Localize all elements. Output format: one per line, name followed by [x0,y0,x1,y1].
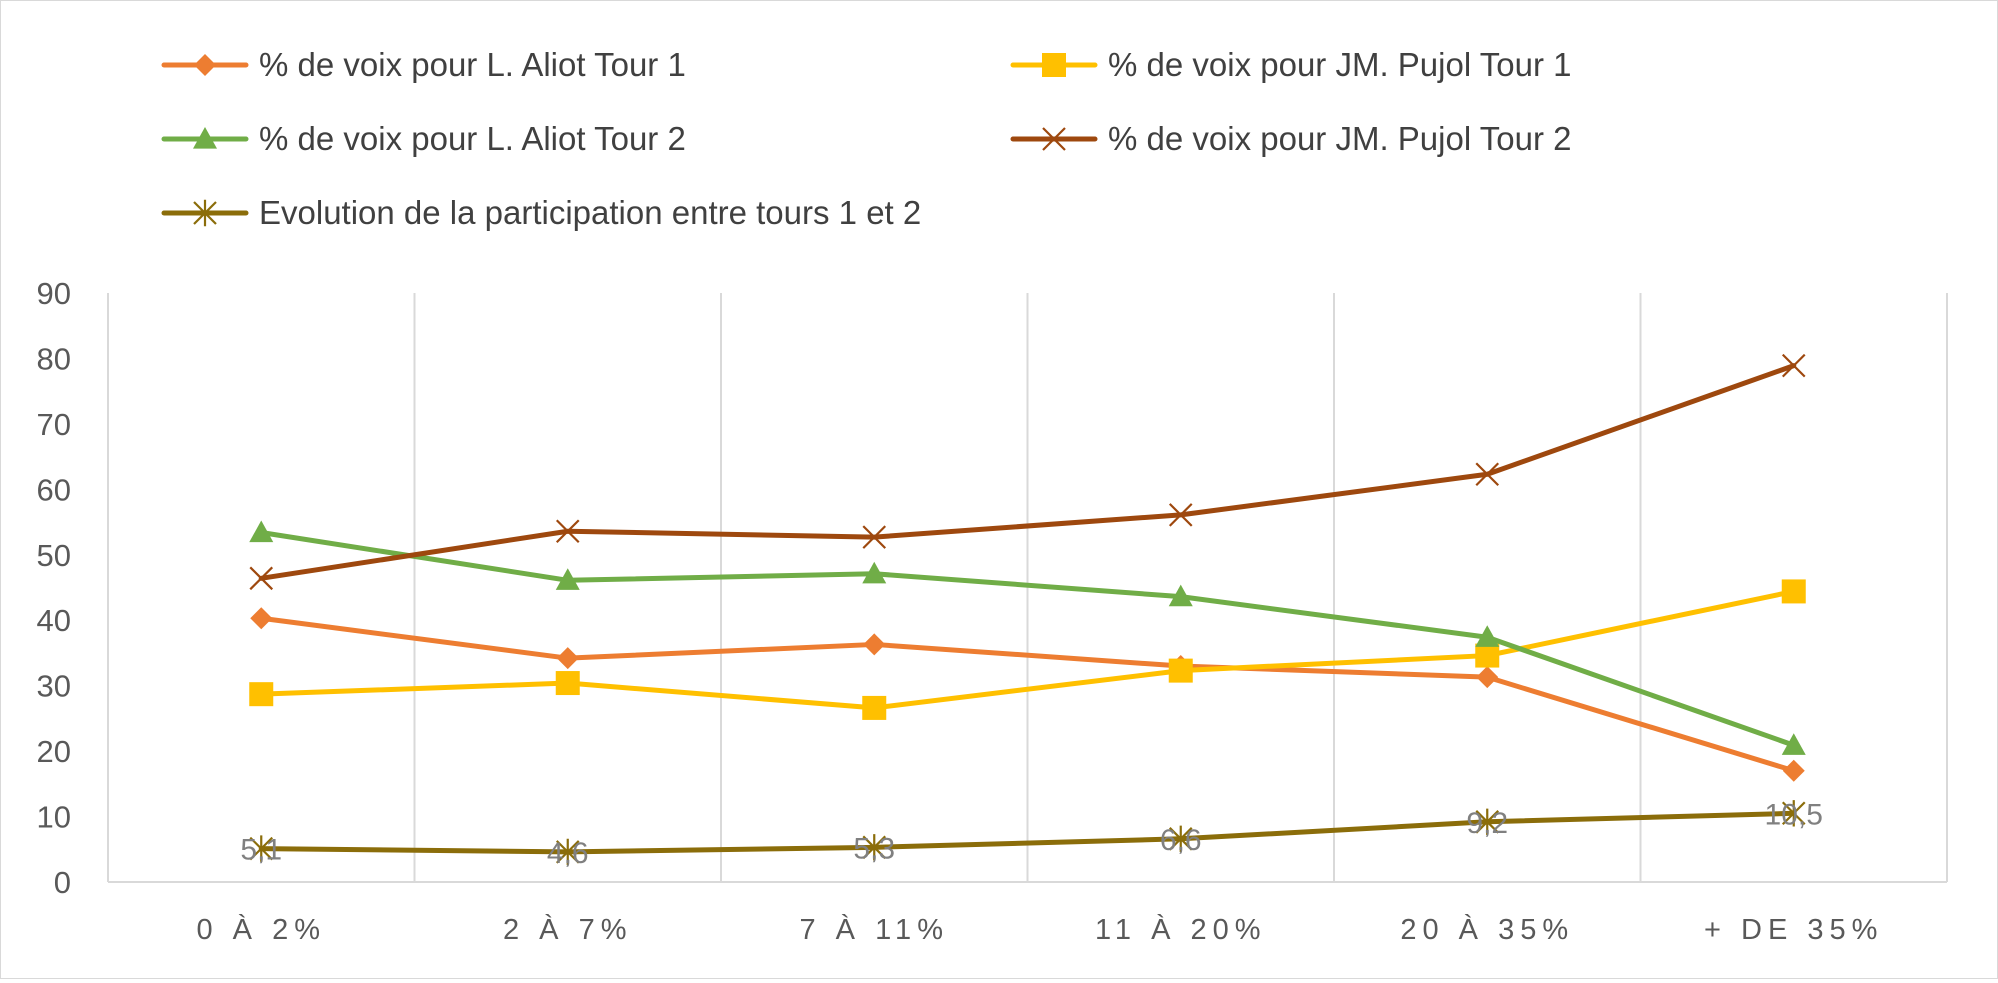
data-label: 5,1 [240,834,282,867]
x-tick-label: 7 À 11% [800,913,949,946]
x-tick-label: 20 À 35% [1400,913,1574,946]
y-tick-label: 50 [37,538,71,573]
legend-label: % de voix pour L. Aliot Tour 1 [259,46,686,83]
data-point-marker [863,633,886,656]
chart-grid [107,293,1948,883]
data-point-marker [1168,584,1193,607]
data-point-marker [1475,808,1500,835]
y-tick-label: 60 [37,472,71,507]
data-point-marker [1476,666,1499,689]
data-point-marker [1781,800,1806,827]
data-label: 10,5 [1765,798,1823,831]
legend-label: % de voix pour JM. Pujol Tour 2 [1108,120,1571,157]
data-point-marker [862,561,887,584]
series-line [258,588,1797,711]
legend-label: % de voix pour L. Aliot Tour 2 [259,120,686,157]
legend-item: % de voix pour L. Aliot Tour 1 [161,46,686,83]
legend-marker [1042,53,1066,77]
data-point-marker [1475,625,1500,647]
legend-item: % de voix pour L. Aliot Tour 2 [161,120,686,157]
y-tick-label: 30 [37,669,71,704]
data-label: 6,6 [1160,824,1202,857]
x-axis: 0 À 2% 2 À 7% 7 À 11% 11 À 20% 20 À 35% + DE … [197,913,1883,946]
series-line [258,810,1797,855]
series-line [258,363,1797,581]
legend-item: % de voix pour JM. Pujol Tour 1 [1010,46,1571,83]
data-point-marker [1782,759,1805,782]
series-3 [249,520,1806,755]
data-point-marker [250,607,273,630]
data-point-marker [1475,462,1500,487]
y-tick-label: 70 [37,407,71,442]
y-tick-label: 10 [37,800,71,835]
data-point-marker [862,525,887,549]
x-tick-label: 2 À 7% [503,913,633,946]
chart-series [249,353,1806,866]
data-point-marker [1781,353,1806,378]
legend-label: % de voix pour JM. Pujol Tour 1 [1108,46,1571,83]
legend-marker [194,54,216,76]
data-point-marker [249,520,274,543]
data-point-marker [1781,579,1806,604]
data-point-marker [555,838,580,866]
y-tick-label: 80 [37,341,71,376]
chart-legend: % de voix pour L. Aliot Tour 1 % de voix … [161,46,1571,231]
data-label: 5,3 [853,832,895,865]
data-point-marker [556,647,579,670]
data-point-marker [555,519,580,543]
data-point-marker [249,566,274,591]
data-point-marker [555,568,580,590]
data-point-marker [249,835,274,862]
x-tick-label: 11 À 20% [1095,913,1267,946]
x-tick-label: + DE 35% [1704,914,1883,946]
data-point-marker [862,695,887,720]
data-point-marker [1475,643,1500,668]
y-tick-label: 0 [54,865,71,900]
series-line [258,530,1797,748]
legend-marker [1042,127,1066,151]
data-point-marker [1781,733,1806,755]
data-point-marker [1168,503,1193,527]
y-tick-label: 90 [37,276,71,311]
legend-marker [193,199,217,227]
data-point-marker [555,671,580,696]
legend-label: Evolution de la participation entre tour… [259,194,921,231]
y-tick-label: 20 [37,734,71,769]
data-label: 4,6 [547,837,589,870]
series-4 [249,353,1806,591]
legend-item: Evolution de la participation entre tour… [161,194,921,231]
legend-marker [193,127,217,149]
y-tick-label: 40 [37,603,71,638]
data-point-marker [862,834,887,861]
data-labels: 5,1 4,6 5,3 6,6 9,2 10,5 [240,798,1823,870]
series-5 [249,800,1806,866]
data-point-marker [249,682,274,707]
series-line [258,615,1797,774]
data-point-marker [1168,658,1193,683]
y-axis: 0 10 20 30 40 50 60 70 80 90 [37,276,71,900]
series-2 [249,579,1806,720]
data-point-marker [1168,825,1193,853]
data-label: 9,2 [1466,807,1508,840]
legend-item: % de voix pour JM. Pujol Tour 2 [1010,120,1571,157]
x-tick-label: 0 À 2% [197,913,327,946]
